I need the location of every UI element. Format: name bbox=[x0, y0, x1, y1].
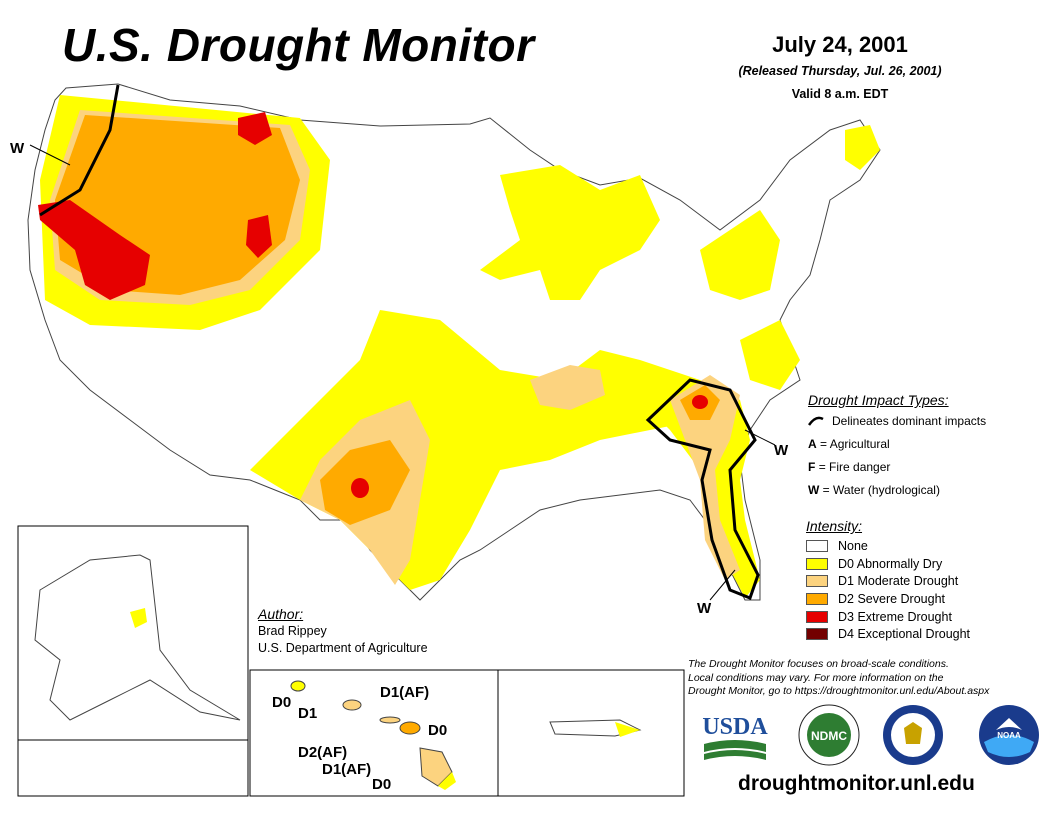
legend-swatch bbox=[806, 592, 828, 605]
d3-wyoming bbox=[246, 215, 272, 258]
impact-code: A bbox=[808, 437, 817, 451]
impact-delineates-text: Delineates dominant impacts bbox=[832, 414, 987, 428]
legend-item-d4: D4 Exceptional Drought bbox=[806, 625, 970, 643]
hawaii-label-d2af: D2(AF) bbox=[298, 744, 348, 761]
hawaii-big-island-d0 bbox=[438, 772, 456, 790]
hawaii-inset-frame bbox=[249, 669, 499, 797]
disclaimer-note: The Drought Monitor focuses on broad-sca… bbox=[688, 658, 1048, 699]
note-line: Local conditions may vary. For more info… bbox=[688, 671, 944, 684]
legend-label: D3 Extreme Drought bbox=[838, 609, 952, 624]
author-block: Author: Brad Rippey U.S. Department of A… bbox=[258, 606, 428, 657]
release-date: (Released Thursday, Jul. 26, 2001) bbox=[738, 64, 942, 78]
impact-code: F bbox=[808, 460, 816, 474]
impact-item-agricultural: A = Agricultural bbox=[808, 437, 1048, 451]
hawaii-label-d0-bottom: D0 bbox=[372, 776, 392, 793]
w-pointer-se-lower bbox=[709, 569, 736, 601]
legend-label: None bbox=[838, 538, 868, 553]
d3-texas bbox=[351, 478, 369, 498]
valid-time: Valid 8 a.m. EDT bbox=[791, 87, 889, 101]
hawaii-label-d0-right: D0 bbox=[428, 722, 448, 739]
hawaii-label-d1af-top: D1(AF) bbox=[380, 684, 430, 701]
commerce-seal-graphic bbox=[883, 705, 943, 765]
impact-types-heading: Drought Impact Types: bbox=[808, 392, 949, 408]
w-label-southeast-upper: W bbox=[774, 442, 789, 459]
w-label-west: W bbox=[10, 140, 25, 157]
w-pointer-west bbox=[29, 144, 71, 166]
impact-types-legend: Drought Impact Types: Delineates dominan… bbox=[808, 392, 1048, 506]
d1-arkansas bbox=[530, 365, 605, 410]
noaa-logo-text: NOAA bbox=[997, 731, 1021, 740]
impact-code: W bbox=[808, 483, 820, 497]
legend-label: D0 Abnormally Dry bbox=[838, 556, 943, 571]
d0-midatlantic bbox=[740, 320, 800, 390]
alaska-d0 bbox=[130, 608, 147, 628]
hawaii-label-d0-top: D0 bbox=[272, 694, 292, 711]
page-title: U.S. Drought Monitor bbox=[62, 19, 535, 71]
legend-swatch bbox=[806, 610, 828, 623]
legend-swatch bbox=[806, 557, 828, 570]
impact-delineates-row: Delineates dominant impacts bbox=[808, 414, 1048, 428]
author-heading: Author: bbox=[258, 606, 304, 622]
legend-label: D2 Severe Drought bbox=[838, 591, 946, 606]
impact-item-water: W = Water (hydrological) bbox=[808, 483, 1048, 497]
w-pointer-se-upper bbox=[744, 429, 776, 446]
hawaii-kauai bbox=[290, 680, 306, 692]
intensity-legend: Intensity: None D0 Abnormally Dry D1 Mod… bbox=[806, 518, 970, 643]
legend-swatch bbox=[806, 539, 828, 552]
legend-label: D1 Moderate Drought bbox=[838, 574, 959, 589]
impact-line-icon bbox=[808, 416, 824, 426]
usda-logo-graphic: USDA bbox=[702, 714, 768, 760]
impact-line-west bbox=[39, 84, 120, 217]
note-line: Drought Monitor, go to https://droughtmo… bbox=[688, 685, 990, 697]
hawaii-molokai bbox=[379, 716, 401, 724]
impact-text: = Fire danger bbox=[818, 460, 891, 474]
legend-swatch bbox=[806, 575, 828, 588]
noaa-logo: NOAA bbox=[978, 704, 1040, 766]
legend-item-d3: D3 Extreme Drought bbox=[806, 608, 970, 626]
w-label-southeast-lower: W bbox=[697, 600, 712, 617]
usda-logo-text: USDA bbox=[702, 714, 768, 740]
d0-northeast bbox=[700, 210, 780, 300]
impact-text: = Water (hydrological) bbox=[822, 483, 940, 497]
commerce-seal-logo bbox=[882, 704, 944, 766]
d3-carolinas bbox=[692, 395, 708, 409]
ndmc-logo-text: NDMC bbox=[811, 729, 847, 743]
map-date: July 24, 2001 bbox=[772, 32, 908, 57]
d0-maine bbox=[845, 125, 880, 170]
usda-logo: USDA bbox=[700, 708, 770, 764]
footer-url[interactable]: droughtmonitor.unl.edu bbox=[738, 772, 975, 795]
impact-line-southeast bbox=[645, 378, 760, 600]
noaa-logo-graphic: NOAA bbox=[979, 705, 1039, 765]
d3-montana bbox=[238, 112, 272, 145]
hawaii-label-d1-left: D1 bbox=[298, 705, 318, 722]
author-org: U.S. Department of Agriculture bbox=[258, 641, 428, 655]
legend-label: D4 Exceptional Drought bbox=[838, 627, 971, 642]
hawaii-oahu bbox=[342, 699, 362, 711]
hawaii-label-d1af-bottom: D1(AF) bbox=[322, 761, 372, 778]
hawaii-maui bbox=[399, 721, 421, 735]
intensity-heading: Intensity: bbox=[806, 518, 863, 534]
impact-item-fire: F = Fire danger bbox=[808, 460, 1048, 474]
legend-item-d0: D0 Abnormally Dry bbox=[806, 555, 970, 573]
legend-item-none: None bbox=[806, 537, 970, 555]
legend-item-d2: D2 Severe Drought bbox=[806, 590, 970, 608]
note-line: The Drought Monitor focuses on broad-sca… bbox=[688, 658, 949, 670]
ndmc-logo: NDMC bbox=[798, 704, 860, 766]
alaska-outline bbox=[34, 554, 241, 721]
legend-item-d1: D1 Moderate Drought bbox=[806, 572, 970, 590]
d3-oregon-nevada bbox=[38, 200, 150, 300]
d1-carolinas bbox=[670, 375, 740, 580]
author-name: Brad Rippey bbox=[258, 624, 327, 638]
ndmc-logo-graphic: NDMC bbox=[798, 704, 860, 766]
puerto-rico-d0 bbox=[615, 722, 640, 737]
d0-great-lakes bbox=[480, 165, 660, 300]
impact-text: = Agricultural bbox=[820, 437, 890, 451]
legend-swatch bbox=[806, 628, 828, 641]
